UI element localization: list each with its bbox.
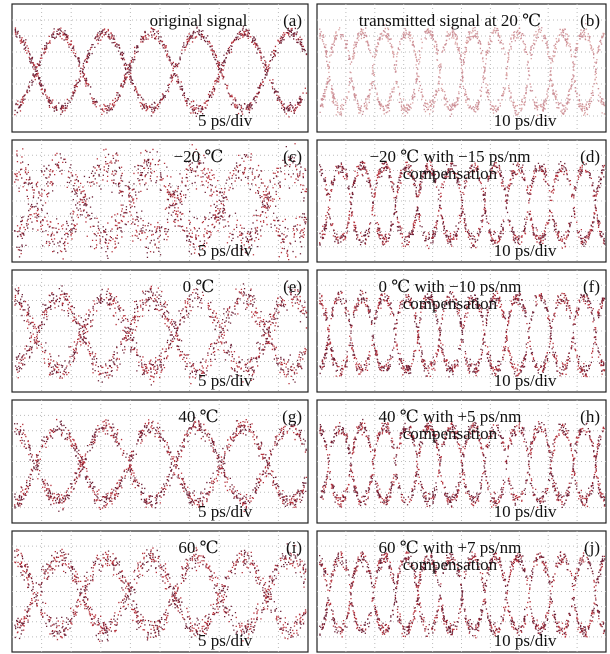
panel-label: (a) [283, 11, 302, 30]
panel: 0 ℃ (e) 5 ps/div [12, 270, 308, 392]
panel-label: (j) [584, 538, 600, 557]
panel-label: (i) [286, 538, 302, 557]
time-scale: 5 ps/div [198, 371, 253, 390]
panel: transmitted signal at 20 ℃ (b) 10 ps/div [317, 4, 606, 132]
time-scale: 5 ps/div [198, 631, 253, 650]
time-scale: 5 ps/div [198, 111, 253, 130]
panel-title: transmitted signal at 20 ℃ [359, 11, 541, 30]
panel-label: (c) [283, 147, 302, 166]
panel-title: compensation [403, 424, 498, 443]
panel-title: compensation [403, 164, 498, 183]
time-scale: 10 ps/div [494, 502, 557, 521]
panel-label: (e) [283, 277, 302, 296]
panel-label: (d) [580, 147, 600, 166]
time-scale: 10 ps/div [494, 241, 557, 260]
time-scale: 5 ps/div [198, 241, 253, 260]
panel: 40 ℃ (g) 5 ps/div [12, 400, 308, 523]
panel-title: 40 ℃ [178, 407, 218, 426]
time-scale: 10 ps/div [494, 631, 557, 650]
panel-title: compensation [403, 294, 498, 313]
figure: original signal (a) 5 ps/div transmitted si… [0, 0, 610, 654]
panel-label: (f) [583, 277, 600, 296]
panel: −20 ℃ (c) 5 ps/div [12, 140, 308, 262]
time-scale: 5 ps/div [198, 502, 253, 521]
panel-title: compensation [403, 555, 498, 574]
time-scale: 10 ps/div [494, 111, 557, 130]
time-scale: 10 ps/div [494, 371, 557, 390]
panel-title: original signal [150, 11, 248, 30]
panel-label: (g) [282, 407, 302, 426]
panel-label: (b) [580, 11, 600, 30]
panel: 60 ℃ (i) 5 ps/div [12, 531, 308, 652]
panel: original signal (a) 5 ps/div [12, 4, 308, 132]
panel-title: 0 ℃ [183, 277, 215, 296]
panel-title: 60 ℃ [178, 538, 218, 557]
panel-title: −20 ℃ [174, 147, 224, 166]
panel-label: (h) [580, 407, 600, 426]
